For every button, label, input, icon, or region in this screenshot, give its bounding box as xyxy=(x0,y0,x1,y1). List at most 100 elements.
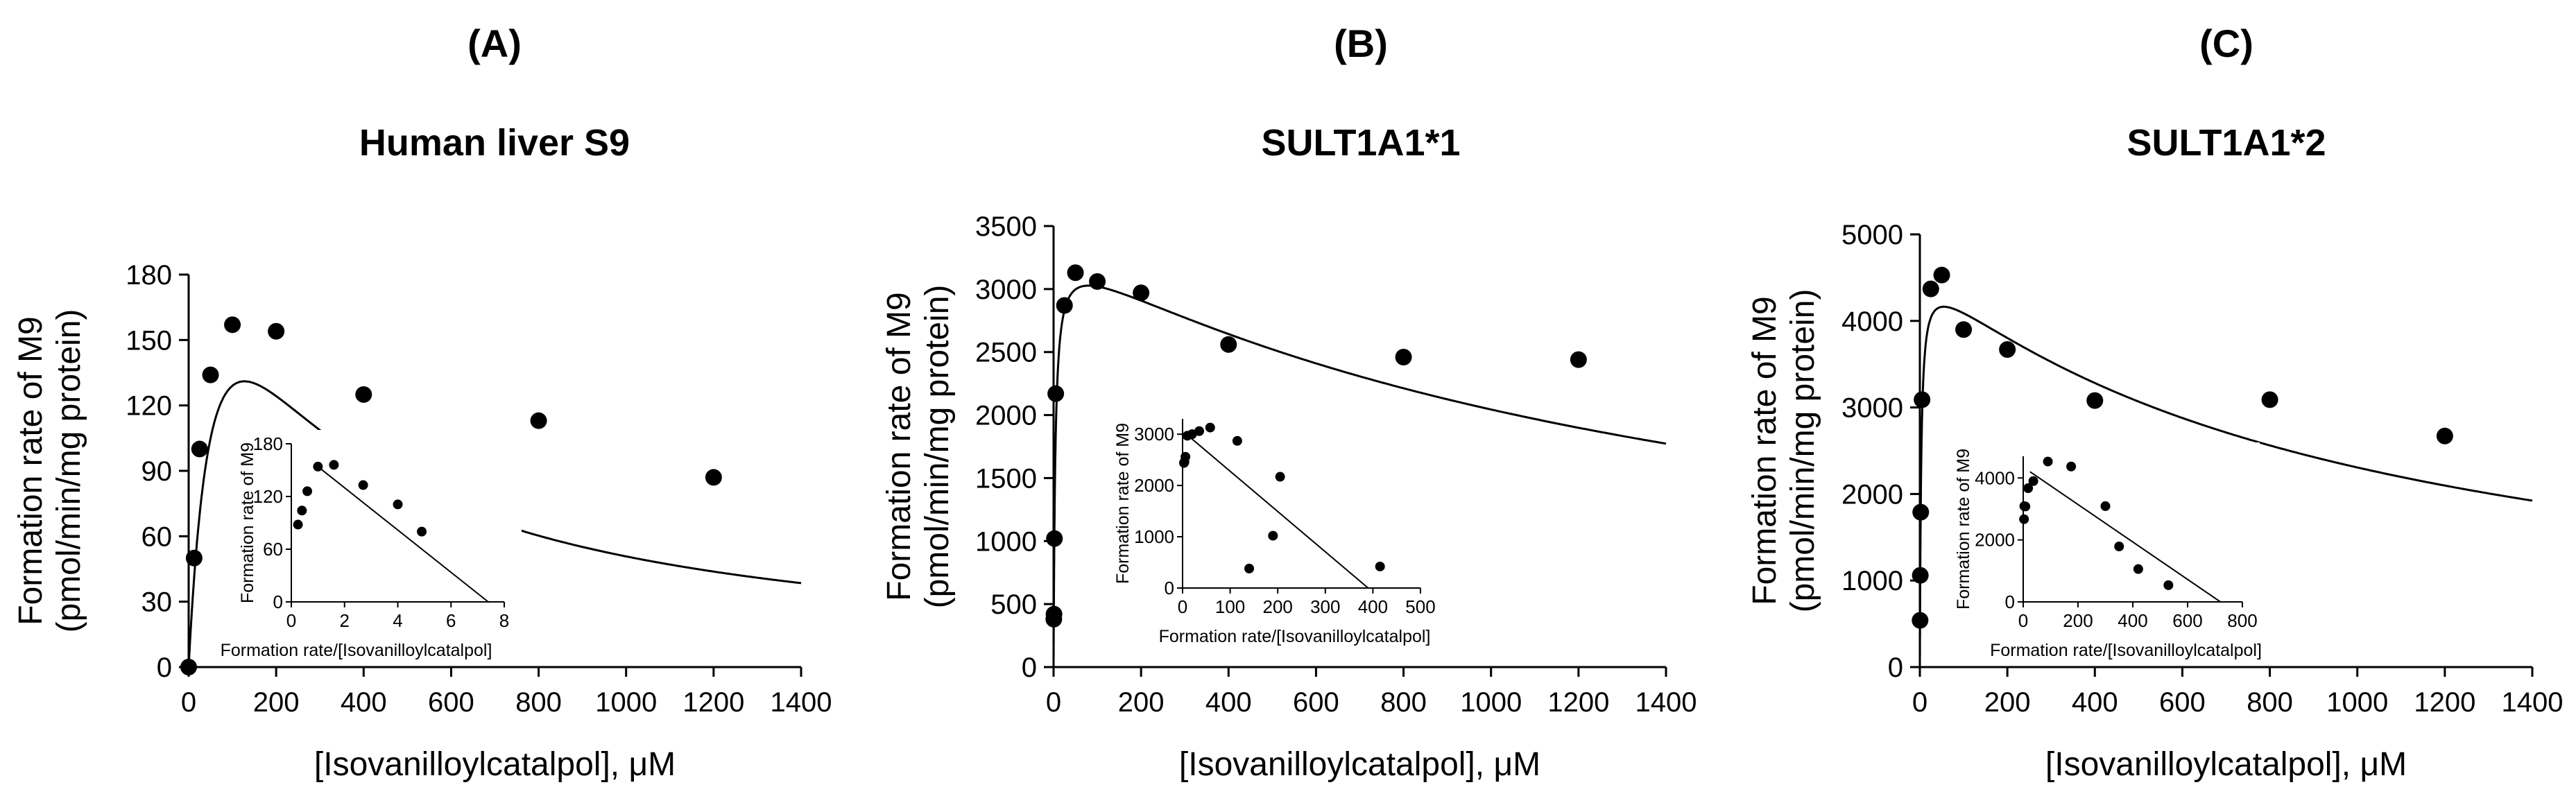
x-tick-label: 0 xyxy=(181,687,196,718)
inset-data-point xyxy=(1232,435,1242,446)
inset-x-tick-label: 400 xyxy=(2118,610,2147,631)
inset-background xyxy=(1117,405,1438,650)
data-point xyxy=(2436,427,2453,444)
inset-x-tick-label: 200 xyxy=(2063,610,2093,631)
inset-x-tick-label: 200 xyxy=(1263,596,1293,617)
inset-x-tick-label: 600 xyxy=(2172,610,2202,631)
inset-x-tick-label: 800 xyxy=(2227,610,2257,631)
panel-title: Human liver S9 xyxy=(359,122,630,164)
x-tick-label: 0 xyxy=(1046,687,1061,718)
y-tick-label: 90 xyxy=(141,456,173,487)
data-point xyxy=(1046,530,1063,547)
inset-x-tick-label: 300 xyxy=(1310,596,1340,617)
x-tick-label: 1400 xyxy=(1635,687,1697,718)
inset-y-tick-label: 60 xyxy=(263,539,283,560)
y-axis-title: Formation rate of M9 xyxy=(881,292,918,601)
data-point xyxy=(268,322,285,340)
panel-title: SULT1A1*1 xyxy=(1261,122,1460,164)
x-tick-label: 1400 xyxy=(2502,687,2564,718)
inset-y-tick-label: 120 xyxy=(253,486,283,507)
inset-data-point xyxy=(2066,461,2077,472)
x-tick-label: 600 xyxy=(1293,687,1339,718)
y-tick-label: 1000 xyxy=(975,526,1037,557)
data-point xyxy=(1395,348,1412,365)
inset-data-point xyxy=(2163,580,2174,590)
x-tick-label: 400 xyxy=(341,687,387,718)
inset-data-point xyxy=(1268,530,1278,541)
inset-background xyxy=(1957,442,2260,664)
y-tick-label: 500 xyxy=(990,589,1037,620)
inset-x-tick-label: 0 xyxy=(1178,596,1187,617)
data-point xyxy=(1999,340,2016,358)
x-tick-label: 200 xyxy=(1118,687,1165,718)
y-axis-title: Formation rate of M9 xyxy=(12,316,49,625)
data-point xyxy=(180,659,197,675)
inset-y-tick-label: 3000 xyxy=(1134,424,1174,444)
data-point xyxy=(1912,567,1929,584)
inset-x-tick-label: 400 xyxy=(1358,596,1388,617)
inset-data-point xyxy=(2023,483,2034,494)
inset-data-point xyxy=(2020,501,2031,512)
data-point xyxy=(1047,385,1065,402)
y-tick-label: 180 xyxy=(126,260,172,291)
panel-title: SULT1A1*2 xyxy=(2127,122,2326,164)
data-point xyxy=(1220,336,1237,353)
inset-x-tick-label: 0 xyxy=(286,610,296,631)
inset-data-point xyxy=(1275,472,1285,482)
x-tick-label: 800 xyxy=(515,687,562,718)
inset-x-axis-title: Formation rate/[Isovanilloylcatalpol] xyxy=(1990,641,2262,660)
inset-data-point xyxy=(2100,501,2111,511)
y-tick-label: 5000 xyxy=(1841,220,1903,250)
y-tick-label: 3000 xyxy=(975,275,1037,305)
y-tick-label: 0 xyxy=(157,653,172,683)
inset-x-tick-label: 0 xyxy=(2018,610,2028,631)
data-point xyxy=(1912,503,1930,521)
y-tick-label: 2500 xyxy=(975,338,1037,368)
fit-curve xyxy=(1918,305,2533,667)
x-tick-label: 800 xyxy=(2247,687,2293,718)
data-point xyxy=(224,316,241,334)
y-tick-label: 2000 xyxy=(1841,479,1903,510)
x-tick-label: 200 xyxy=(253,687,300,718)
x-tick-label: 800 xyxy=(1380,687,1427,718)
inset-x-tick-label: 100 xyxy=(1215,596,1245,617)
y-axis-title: Formation rate of M9 xyxy=(1746,296,1783,605)
data-point xyxy=(1914,391,1931,408)
x-axis-title: [Isovanilloylcatalpol], μM xyxy=(2045,746,2407,783)
y-tick-label: 30 xyxy=(141,587,173,618)
y-tick-label: 0 xyxy=(1022,653,1037,683)
inset-x-axis-title: Formation rate/[Isovanilloylcatalpol] xyxy=(1159,627,1431,646)
data-point xyxy=(1922,280,1939,297)
inset-y-tick-label: 2000 xyxy=(1134,475,1174,496)
data-point xyxy=(1067,264,1084,282)
inset-data-point xyxy=(329,460,339,470)
inset-data-point xyxy=(393,499,403,510)
data-point xyxy=(1045,605,1063,623)
y-tick-label: 0 xyxy=(1888,653,1903,683)
inset-x-tick-label: 2 xyxy=(340,610,350,631)
inset-data-point xyxy=(1244,563,1255,573)
y-axis-title: (pmol/min/mg protein) xyxy=(51,309,87,633)
y-tick-label: 120 xyxy=(126,391,172,422)
data-point xyxy=(705,469,722,486)
inset-data-point xyxy=(313,461,323,472)
inset-data-point xyxy=(1205,422,1215,433)
inset-data-point xyxy=(2028,476,2038,486)
inset-background xyxy=(225,430,522,664)
inset-data-point xyxy=(2043,456,2053,467)
x-tick-label: 600 xyxy=(428,687,474,718)
inset-data-point xyxy=(1194,426,1205,436)
x-tick-label: 1200 xyxy=(2414,687,2475,718)
inset-y-tick-label: 0 xyxy=(1165,578,1174,598)
x-tick-label: 1200 xyxy=(1547,687,1609,718)
inset-data-point xyxy=(2133,564,2143,574)
inset-regression-line xyxy=(1185,433,1369,589)
inset-x-tick-label: 8 xyxy=(499,610,509,631)
inset-y-axis-title: Formation rate of M9 xyxy=(1954,449,1973,610)
data-point xyxy=(191,440,208,458)
data-point xyxy=(1933,266,1950,284)
data-point xyxy=(1955,321,1973,338)
x-axis-title: [Isovanilloylcatalpol], μM xyxy=(314,746,676,783)
data-point xyxy=(2261,391,2278,408)
